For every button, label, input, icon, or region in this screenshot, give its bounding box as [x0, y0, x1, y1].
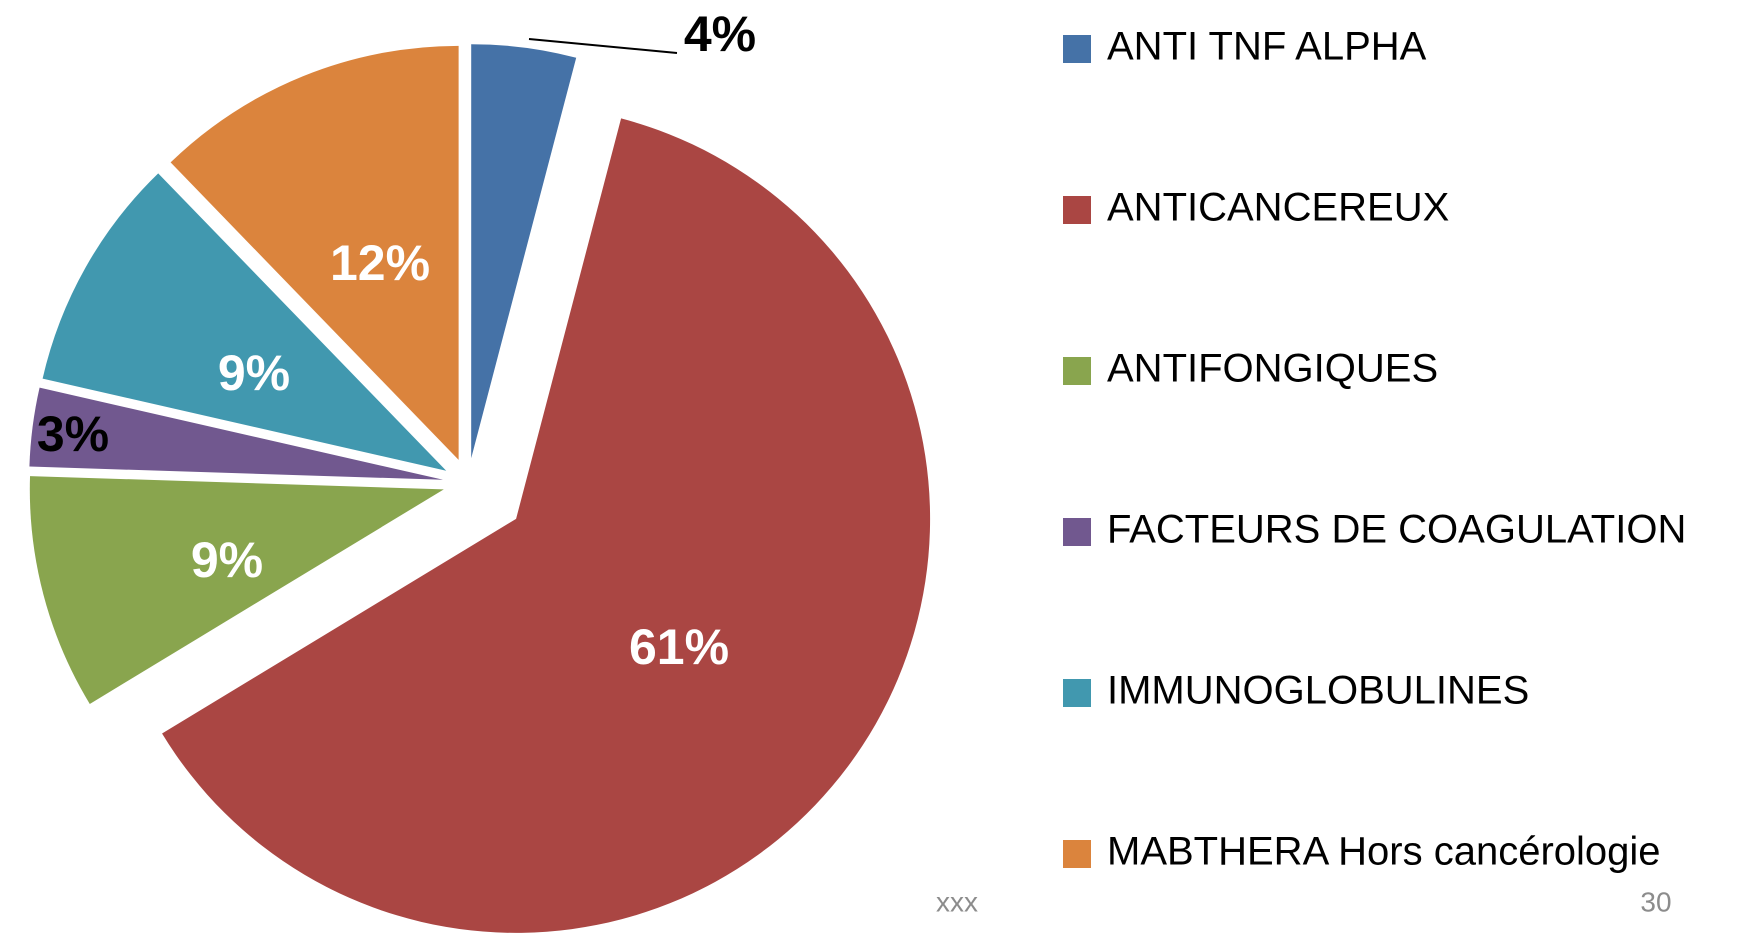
page-number: 30 — [1640, 886, 1671, 917]
data-label: 4% — [684, 6, 756, 62]
legend-swatch — [1063, 35, 1091, 63]
pie-slice — [29, 387, 444, 480]
legend-swatch — [1063, 679, 1091, 707]
legend-label: IMMUNOGLOBULINES — [1107, 669, 1529, 713]
pie-slice — [42, 173, 447, 471]
legend-label: ANTIFONGIQUES — [1107, 347, 1438, 391]
pie-slice — [170, 45, 459, 460]
legend-label: ANTI TNF ALPHA — [1107, 25, 1427, 69]
legend-swatch — [1063, 518, 1091, 546]
data-label: 3% — [37, 406, 109, 462]
legend-label: MABTHERA Hors cancérologie — [1107, 830, 1661, 874]
data-label: 9% — [191, 532, 263, 588]
leader-line — [528, 38, 678, 54]
pie-slice — [29, 476, 444, 704]
legend-swatch — [1063, 196, 1091, 224]
data-label: 61% — [629, 619, 729, 675]
pie-slice — [162, 118, 931, 933]
legend-label: FACTEURS DE COAGULATION — [1107, 508, 1686, 552]
legend-swatch — [1063, 357, 1091, 385]
pie-slice — [471, 44, 577, 459]
legend-label: ANTICANCEREUX — [1107, 186, 1449, 230]
data-label: 9% — [218, 345, 290, 401]
footer-text: xxx — [936, 886, 978, 917]
data-label: 12% — [330, 235, 430, 291]
legend-swatch — [1063, 840, 1091, 868]
